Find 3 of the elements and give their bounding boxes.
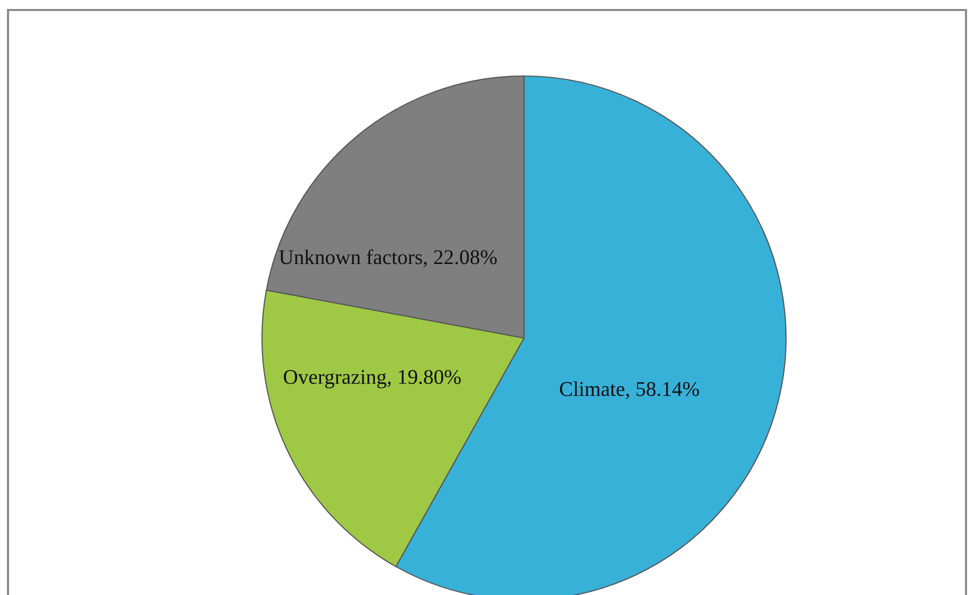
slice-label: Climate, 58.14%: [560, 381, 699, 400]
slice-label: Overgrazing, 19.80%: [284, 370, 461, 388]
slice-label: Unknown factors, 22.08%: [279, 249, 497, 268]
